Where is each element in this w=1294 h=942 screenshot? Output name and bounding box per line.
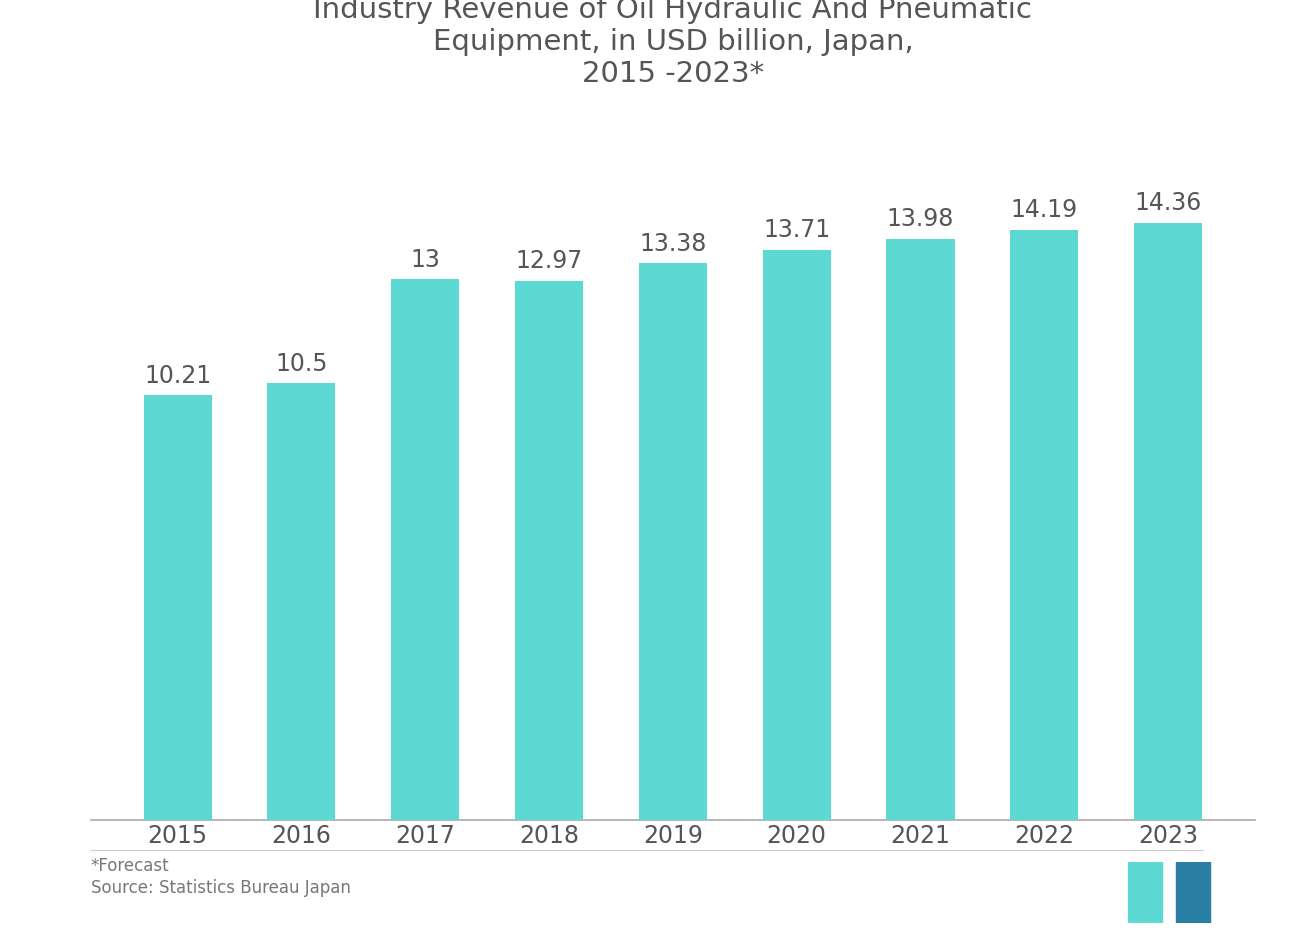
- Text: *Forecast: *Forecast: [91, 857, 170, 875]
- Title: Industry Revenue of Oil Hydraulic And Pneumatic
Equipment, in USD billion, Japan: Industry Revenue of Oil Hydraulic And Pn…: [313, 0, 1033, 89]
- Text: 13: 13: [410, 248, 440, 272]
- Bar: [1011, 230, 1078, 820]
- Bar: [762, 250, 831, 820]
- Bar: [639, 264, 707, 820]
- Text: 13.98: 13.98: [886, 207, 954, 231]
- Bar: [1175, 862, 1210, 923]
- Bar: [515, 281, 584, 820]
- Bar: [144, 396, 212, 820]
- Bar: [391, 279, 459, 820]
- Bar: [1134, 222, 1202, 820]
- Bar: [1127, 862, 1162, 923]
- Text: 13.38: 13.38: [639, 232, 707, 256]
- Bar: [886, 238, 955, 820]
- Text: 12.97: 12.97: [515, 249, 582, 273]
- Text: 13.71: 13.71: [763, 219, 831, 242]
- Text: 14.36: 14.36: [1135, 191, 1202, 216]
- Text: 10.21: 10.21: [144, 364, 211, 388]
- Text: 14.19: 14.19: [1011, 199, 1078, 222]
- Text: Source: Statistics Bureau Japan: Source: Statistics Bureau Japan: [91, 879, 351, 897]
- Text: 10.5: 10.5: [276, 351, 327, 376]
- Bar: [268, 383, 335, 820]
